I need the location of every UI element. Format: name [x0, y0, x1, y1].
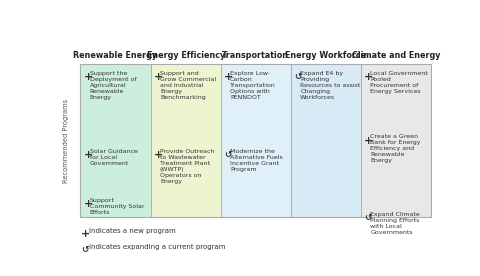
- Text: ↺: ↺: [224, 150, 231, 159]
- Text: +: +: [364, 136, 373, 145]
- Text: Indicates a new program: Indicates a new program: [89, 228, 175, 234]
- Text: +: +: [364, 72, 373, 83]
- Text: Explore Low-
Carbon
Transportation
Options with
PENNDOT: Explore Low- Carbon Transportation Optio…: [230, 71, 276, 100]
- Text: Renewable Energy: Renewable Energy: [73, 51, 157, 60]
- Text: ↺: ↺: [294, 72, 301, 81]
- Text: +: +: [84, 150, 93, 160]
- Text: Create a Green
Bank for Energy
Efficiency and
Renewable
Energy: Create a Green Bank for Energy Efficienc…: [371, 134, 421, 163]
- Text: Indicates expanding a current program: Indicates expanding a current program: [89, 244, 225, 250]
- Text: +: +: [154, 150, 163, 160]
- Bar: [361, 64, 431, 217]
- Text: +: +: [81, 229, 90, 239]
- Bar: [291, 64, 361, 217]
- Bar: [81, 64, 431, 217]
- Text: ↺: ↺: [364, 213, 372, 222]
- Text: Local Government
Pooled
Procurement of
Energy Services: Local Government Pooled Procurement of E…: [371, 71, 428, 94]
- Bar: [151, 64, 221, 217]
- Text: Energy Workforce: Energy Workforce: [286, 51, 367, 60]
- Text: Support
Community Solar
Efforts: Support Community Solar Efforts: [90, 198, 144, 215]
- Text: +: +: [154, 72, 163, 83]
- Text: +: +: [84, 199, 93, 209]
- Text: Transportation: Transportation: [222, 51, 289, 60]
- Text: Support and
Grow Commercial
and Industrial
Energy
Benchmarking: Support and Grow Commercial and Industri…: [160, 71, 216, 100]
- Text: Expand E4 by
Providing
Resources to assist
Changing
Workforces: Expand E4 by Providing Resources to assi…: [300, 71, 360, 100]
- Text: Modernize the
Alternative Fuels
Incentive Grant
Program: Modernize the Alternative Fuels Incentiv…: [230, 149, 283, 172]
- Text: Energy Efficiency: Energy Efficiency: [146, 51, 225, 60]
- Text: Solar Guidance
for Local
Government: Solar Guidance for Local Government: [90, 149, 138, 166]
- Text: Provide Outreach
to Wastewater
Treatment Plant
(WWTP)
Operators on
Energy: Provide Outreach to Wastewater Treatment…: [160, 149, 215, 184]
- Text: Expand Climate
Planning Efforts
with Local
Governments: Expand Climate Planning Efforts with Loc…: [371, 212, 420, 235]
- Text: ↺: ↺: [81, 245, 89, 254]
- Bar: [81, 64, 151, 217]
- Text: Support the
Deployment of
Agricultural
Renewable
Energy: Support the Deployment of Agricultural R…: [90, 71, 136, 100]
- Text: +: +: [84, 72, 93, 83]
- Text: Recommended Programs: Recommended Programs: [63, 98, 69, 182]
- Bar: [221, 64, 291, 217]
- Text: +: +: [224, 72, 233, 83]
- Text: Climate and Energy: Climate and Energy: [352, 51, 441, 60]
